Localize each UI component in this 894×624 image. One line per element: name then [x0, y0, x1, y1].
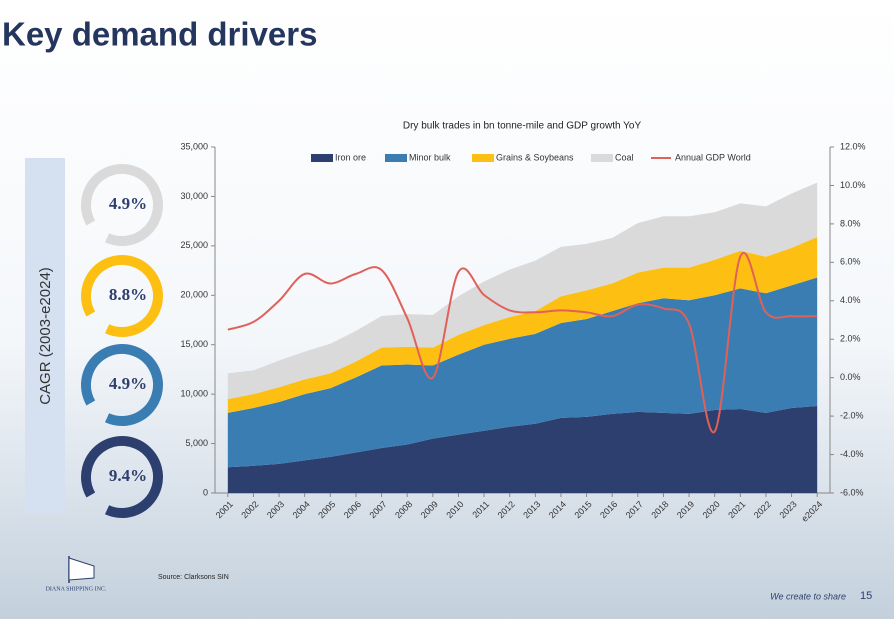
y2-tick-label: 12.0% — [840, 141, 866, 151]
cagr-value: 4.9% — [109, 374, 147, 393]
cagr-value: 4.9% — [109, 194, 147, 213]
y2-tick-label: 6.0% — [840, 257, 861, 267]
y2-tick-label: 8.0% — [840, 218, 861, 228]
cagr-value: 8.8% — [109, 285, 147, 304]
cagr-rings: 4.9% 8.8% 4.9% 9.4% — [80, 163, 163, 518]
y-tick-label: 20,000 — [180, 290, 208, 300]
legend-swatch — [591, 154, 613, 162]
gdp-line — [227, 252, 818, 434]
legend-label: Grains & Soybeans — [496, 152, 574, 162]
y2-tick-label: 2.0% — [840, 334, 861, 344]
y-tick-label: 35,000 — [180, 141, 208, 151]
cagr-ring — [80, 163, 163, 246]
y2-tick-label: -2.0% — [840, 410, 864, 420]
cagr-ring — [81, 344, 163, 427]
area — [227, 277, 818, 468]
chart-title: Dry bulk trades in bn tonne-mile and GDP… — [403, 121, 642, 132]
logo: DIANA SHIPPING INC. — [46, 556, 107, 592]
legend-label: Annual GDP World — [675, 152, 751, 162]
y2-tick-label: -4.0% — [840, 449, 864, 459]
y-tick-label: 5,000 — [185, 438, 208, 448]
legend-swatch — [472, 154, 494, 162]
cagr-label: CAGR (2003-e2024) — [37, 267, 54, 405]
y-tick-label: 10,000 — [180, 389, 208, 399]
legend-label: Minor bulk — [409, 152, 451, 162]
page-number: 15 — [860, 590, 872, 602]
y2-tick-label: 10.0% — [840, 180, 866, 190]
y-tick-label: 30,000 — [180, 191, 208, 201]
cagr-ring — [81, 255, 163, 337]
legend-swatch — [311, 154, 333, 162]
y-tick-label: 0 — [203, 487, 208, 497]
legend-swatch — [385, 154, 407, 162]
y-tick-label: 15,000 — [180, 339, 208, 349]
cagr-value: 9.4% — [109, 466, 147, 485]
y2-tick-label: 0.0% — [840, 372, 861, 382]
legend-label: Iron ore — [335, 152, 366, 162]
tagline: We create to share — [770, 591, 846, 601]
chart: 0 5,000 10,000 15,000 20,000 25,000 30,000 35,0… — [180, 141, 865, 523]
area — [227, 182, 818, 400]
y-tick-label: 25,000 — [180, 240, 208, 250]
y2-tick-label: 4.0% — [840, 295, 861, 305]
cagr-ring — [81, 435, 163, 518]
slide-title: Key demand drivers — [2, 16, 317, 53]
cagr-panel — [25, 158, 65, 514]
area — [227, 406, 818, 493]
area — [227, 236, 818, 413]
logo-flag — [68, 557, 95, 581]
legend-label: Coal — [615, 152, 634, 162]
logo-text: DIANA SHIPPING INC. — [46, 586, 107, 592]
y2-tick-label: -6.0% — [840, 487, 864, 497]
source: Source: Clarksons SIN — [158, 574, 229, 581]
